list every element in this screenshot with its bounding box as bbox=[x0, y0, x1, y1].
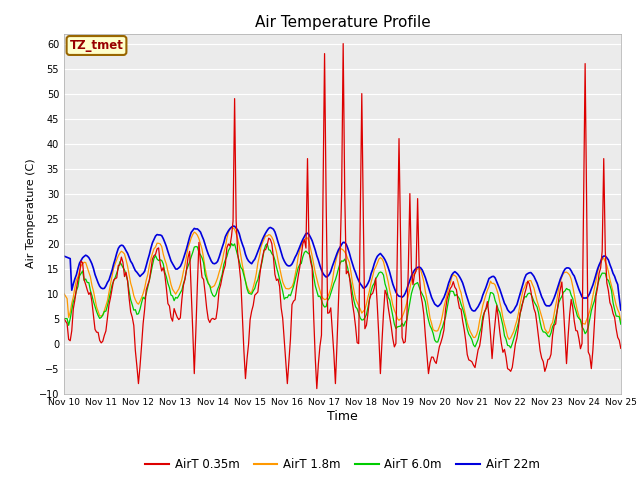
Line: AirT 0.35m: AirT 0.35m bbox=[64, 44, 621, 389]
AirT 1.8m bbox=[226, 227, 234, 232]
Line: AirT 6.0m: AirT 6.0m bbox=[64, 243, 621, 348]
AirT 22m bbox=[589, 282, 596, 288]
AirT 0.35m bbox=[244, 341, 252, 347]
AirT 6.0m bbox=[226, 245, 234, 251]
AirT 6.0m bbox=[305, 251, 313, 257]
AirT 1.8m bbox=[228, 224, 236, 230]
AirT 22m bbox=[226, 226, 234, 231]
AirT 1.8m bbox=[129, 286, 136, 291]
AirT 6.0m bbox=[129, 302, 136, 308]
AirT 6.0m bbox=[60, 316, 68, 322]
Title: Air Temperature Profile: Air Temperature Profile bbox=[255, 15, 430, 30]
AirT 22m bbox=[60, 253, 68, 259]
AirT 1.8m bbox=[60, 291, 68, 297]
AirT 22m bbox=[617, 307, 625, 313]
AirT 0.35m bbox=[254, 289, 262, 295]
AirT 0.35m bbox=[60, 316, 68, 322]
AirT 6.0m bbox=[255, 270, 263, 276]
AirT 6.0m bbox=[228, 240, 236, 247]
AirT 1.8m bbox=[255, 253, 263, 259]
Y-axis label: Air Temperature (C): Air Temperature (C) bbox=[26, 159, 36, 268]
Legend: AirT 0.35m, AirT 1.8m, AirT 6.0m, AirT 22m: AirT 0.35m, AirT 1.8m, AirT 6.0m, AirT 2… bbox=[141, 454, 544, 476]
AirT 1.8m bbox=[589, 293, 596, 299]
Line: AirT 1.8m: AirT 1.8m bbox=[64, 227, 621, 339]
AirT 22m bbox=[229, 223, 237, 229]
AirT 6.0m bbox=[589, 302, 596, 308]
AirT 22m bbox=[246, 260, 254, 265]
Line: AirT 22m: AirT 22m bbox=[64, 226, 621, 313]
AirT 6.0m bbox=[246, 291, 254, 297]
AirT 1.8m bbox=[305, 239, 313, 244]
AirT 6.0m bbox=[507, 345, 515, 351]
AirT 1.8m bbox=[506, 336, 513, 342]
Text: TZ_tmet: TZ_tmet bbox=[70, 39, 124, 52]
AirT 0.35m bbox=[303, 156, 311, 161]
AirT 0.35m bbox=[617, 346, 625, 351]
AirT 0.35m bbox=[589, 347, 596, 353]
AirT 1.8m bbox=[246, 290, 254, 296]
AirT 1.8m bbox=[617, 318, 625, 324]
AirT 22m bbox=[255, 244, 263, 250]
AirT 0.35m bbox=[226, 243, 234, 249]
AirT 0.35m bbox=[313, 386, 321, 392]
AirT 22m bbox=[129, 261, 136, 266]
AirT 0.35m bbox=[129, 314, 136, 320]
AirT 22m bbox=[305, 232, 313, 238]
AirT 0.35m bbox=[339, 41, 347, 47]
AirT 22m bbox=[507, 310, 515, 316]
AirT 6.0m bbox=[617, 321, 625, 327]
X-axis label: Time: Time bbox=[327, 410, 358, 423]
